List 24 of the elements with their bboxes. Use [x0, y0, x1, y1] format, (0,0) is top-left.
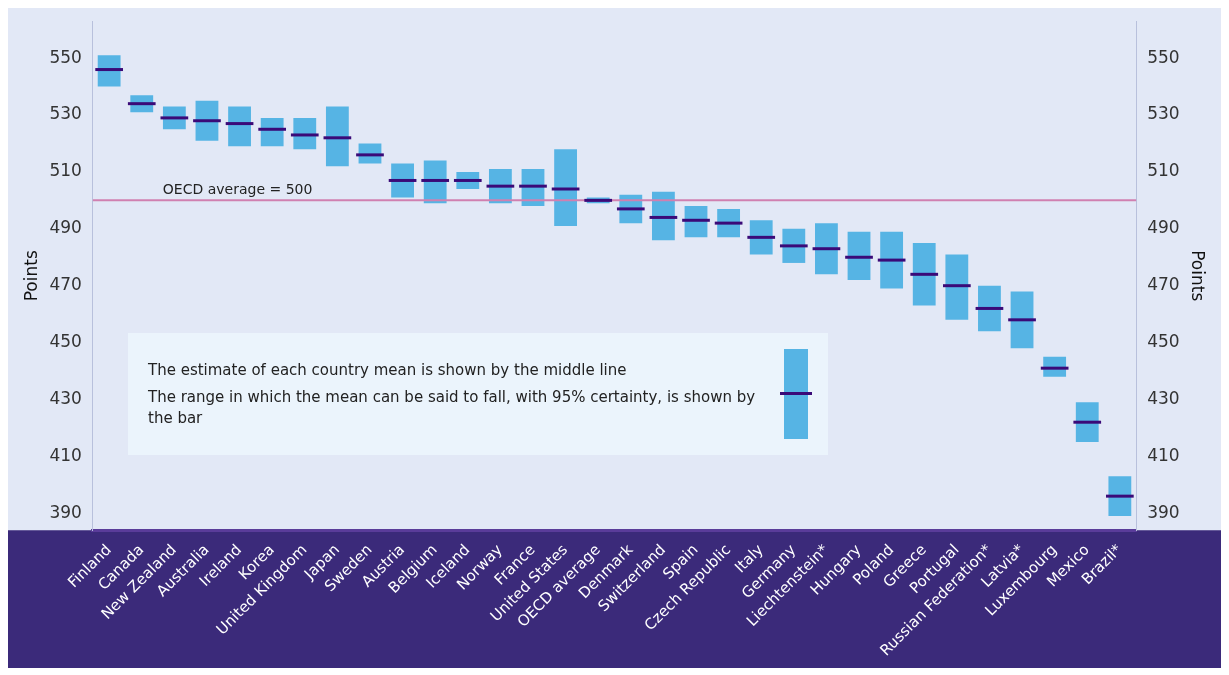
y-tick-label: 470	[49, 274, 82, 295]
y-tick-label: 530	[49, 103, 82, 124]
y-tick-label: 550	[49, 46, 82, 67]
ref-line-label: OECD average = 500	[162, 181, 313, 198]
y-tick-label: 510	[49, 160, 82, 181]
y2-tick-label: 450	[1147, 331, 1180, 351]
y2-tick-label: 430	[1147, 387, 1180, 408]
note-panel: The estimate of each country mean is shown by the middle line The range in which the mean can be said to fall, with 95% certainty, is shown by the bar	[128, 333, 828, 455]
y-tick-label: 490	[49, 217, 82, 238]
y-tick-label: 410	[49, 444, 82, 465]
y-tick-label: 430	[49, 387, 82, 408]
y2-tick-label: 470	[1147, 274, 1180, 295]
y2-tick-label: 550	[1147, 46, 1180, 67]
y2-tick-label: 410	[1147, 444, 1180, 465]
y-tick-label: 450	[49, 331, 82, 351]
annotation: The estimate of each country mean is shown by the middle line	[148, 359, 628, 381]
y2-tick-label: 390	[1147, 501, 1180, 522]
y-tick-label: 390	[49, 501, 82, 522]
y2-tick-label: 490	[1147, 217, 1180, 238]
annotation: The range in which the mean can be said to fall, with 95% certainty, is shown by the bar	[148, 386, 757, 429]
y2-axis-title: Points	[1188, 250, 1209, 302]
y-axis-title: Points	[20, 250, 41, 302]
y2-tick-label: 530	[1147, 103, 1180, 124]
y2-tick-label: 510	[1147, 160, 1180, 181]
